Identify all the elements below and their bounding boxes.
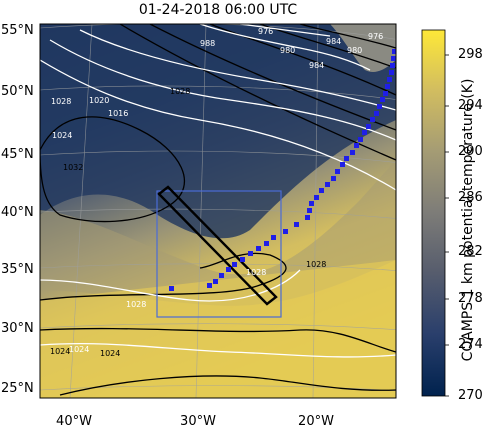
track-point (309, 201, 314, 206)
contour-label: 1028 (306, 260, 326, 269)
map-title: 01-24-2018 06:00 UTC (138, 2, 298, 18)
track-point (385, 84, 390, 89)
track-point (383, 91, 388, 96)
track-point (248, 251, 253, 256)
contour-label: 1032 (63, 163, 83, 172)
colorbar-tick-label: 278 (458, 291, 483, 306)
colorbar-tick-label: 294 (458, 98, 483, 113)
track-point (390, 63, 395, 68)
colorbar-ticks (445, 54, 449, 397)
colorbar-tick-label: 298 (458, 47, 483, 62)
contour-label: 1028 (126, 300, 146, 309)
lon-label: 30°W (180, 414, 216, 429)
contour-label: 976 (368, 32, 383, 41)
track-point (213, 279, 218, 284)
track-point (362, 130, 367, 135)
track-point (374, 111, 379, 116)
contour-label: 1024 (50, 347, 70, 356)
contours-white (40, 24, 396, 358)
map-frame (39, 23, 397, 399)
track-point (169, 286, 174, 291)
lat-label: 25°N (1, 381, 34, 396)
colorbar-tick-label: 270 (458, 388, 483, 403)
colorbar-tick-label: 286 (458, 190, 483, 205)
track-point (232, 262, 237, 267)
track-point (366, 124, 371, 129)
track-point (358, 137, 363, 142)
contour-label: 1024 (52, 131, 72, 140)
contour-label: 1020 (89, 96, 109, 105)
track-point (314, 195, 319, 200)
contour-label: 1024 (69, 345, 89, 354)
track-point (380, 97, 385, 102)
lon-label: 20°W (298, 414, 334, 429)
low-contour-labels: 980 984 988 976 980 976 984 (200, 27, 383, 70)
contour-label: 1028 (51, 97, 71, 106)
cold-airmass (40, 24, 396, 239)
track-point (392, 49, 396, 54)
contour-label: 976 (258, 27, 273, 36)
contour-label: 980 (280, 46, 295, 55)
contour-label: 984 (309, 61, 324, 70)
map-area: 1028 1024 1020 1016 1028 1028 1024 1032 … (40, 24, 396, 398)
track-point (271, 235, 276, 240)
contour-label: 1028 (246, 268, 266, 277)
track-point (207, 283, 212, 288)
lat-label: 40°N (1, 205, 34, 220)
track-point (377, 104, 382, 109)
track-point (256, 246, 261, 251)
track-point (340, 162, 345, 167)
land-ireland (330, 24, 396, 72)
lon-label: 40°W (56, 414, 92, 429)
black-contour-labels: 1032 1028 1024 1028 1024 (50, 87, 326, 358)
track-point (305, 215, 310, 220)
colorbar-tick-label: 290 (458, 144, 483, 159)
warm-front-band (40, 160, 396, 306)
white-contour-labels: 1028 1024 1020 1016 1028 1028 1024 (51, 96, 266, 354)
track-point (389, 70, 394, 75)
lat-label: 55°N (1, 23, 34, 38)
track-point (387, 77, 392, 82)
contour-label: 1024 (100, 349, 120, 358)
flight-track (169, 49, 396, 291)
track-point (335, 169, 340, 174)
track-point (283, 229, 288, 234)
track-point (319, 188, 324, 193)
lat-label: 30°N (1, 321, 34, 336)
track-point (294, 222, 299, 227)
contour-label: 1016 (108, 109, 128, 118)
contour-label: 980 (347, 46, 362, 55)
track-point (344, 156, 349, 161)
track-point (354, 143, 359, 148)
track-point (226, 267, 231, 272)
lat-label: 50°N (1, 84, 34, 99)
track-point (219, 273, 224, 278)
track-point (331, 176, 336, 181)
colorbar-tick-label: 274 (458, 337, 483, 352)
colorbar (421, 29, 446, 397)
lat-label: 35°N (1, 262, 34, 277)
track-point (307, 208, 312, 213)
colorbar-label: COAMPS 1 km potential temperature (K) (460, 78, 476, 362)
lat-label: 45°N (1, 147, 34, 162)
track-point (391, 56, 396, 61)
contour-label: 1028 (170, 87, 190, 96)
colorbar-tick-label: 282 (458, 244, 483, 259)
contour-label: 988 (200, 39, 215, 48)
track-point (264, 241, 269, 246)
track-point (240, 257, 245, 262)
track-point (350, 150, 355, 155)
track-point (370, 117, 375, 122)
contour-label: 984 (326, 37, 341, 46)
analysis-box (156, 190, 282, 318)
track-point (325, 182, 330, 187)
